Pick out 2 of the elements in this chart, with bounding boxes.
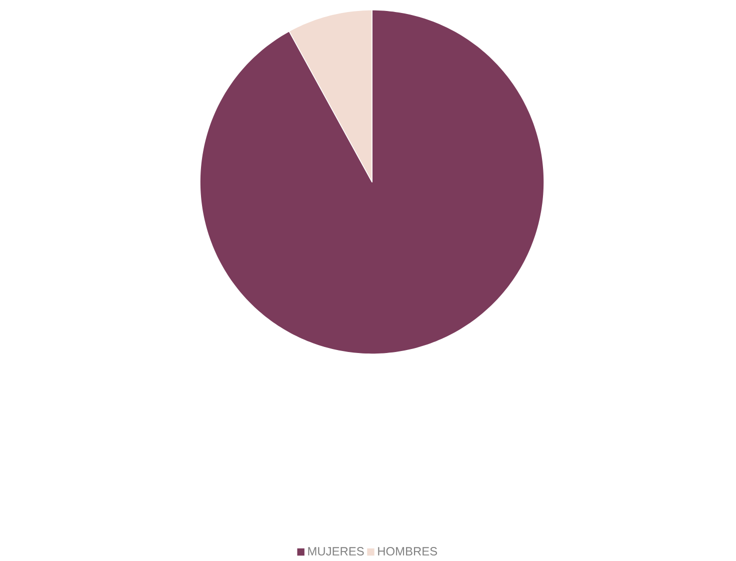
legend-label: MUJERES — [308, 547, 364, 556]
legend-label: HOMBRES — [378, 547, 438, 556]
